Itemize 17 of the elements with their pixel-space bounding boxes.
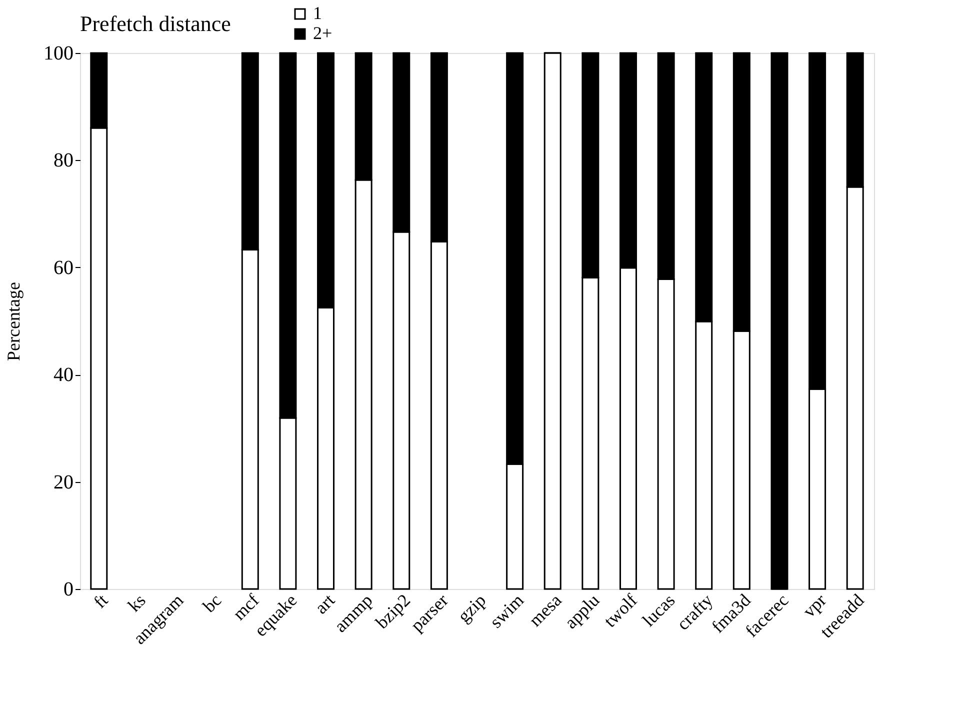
y-tick-label: 0: [64, 578, 74, 600]
x-tick-label: art: [310, 590, 338, 618]
x-tick-label: mesa: [525, 590, 566, 630]
legend-label: 2+: [313, 23, 332, 43]
y-tick-label: 60: [54, 256, 74, 279]
x-tick-label: ft: [90, 590, 112, 612]
y-tick-label: 20: [54, 471, 74, 494]
legend-title: Prefetch distance: [80, 11, 231, 36]
y-tick-label: 40: [54, 364, 74, 386]
x-tick-label: mcf: [228, 590, 263, 624]
x-tick-label: lucas: [638, 590, 679, 630]
y-tick-label: 80: [54, 150, 74, 172]
x-tick-label: bc: [198, 590, 226, 616]
x-tick-label: gzip: [454, 590, 490, 626]
y-axis-title: Percentage: [4, 282, 24, 361]
legend-label: 1: [313, 3, 322, 23]
y-tick-label: 100: [44, 42, 74, 64]
